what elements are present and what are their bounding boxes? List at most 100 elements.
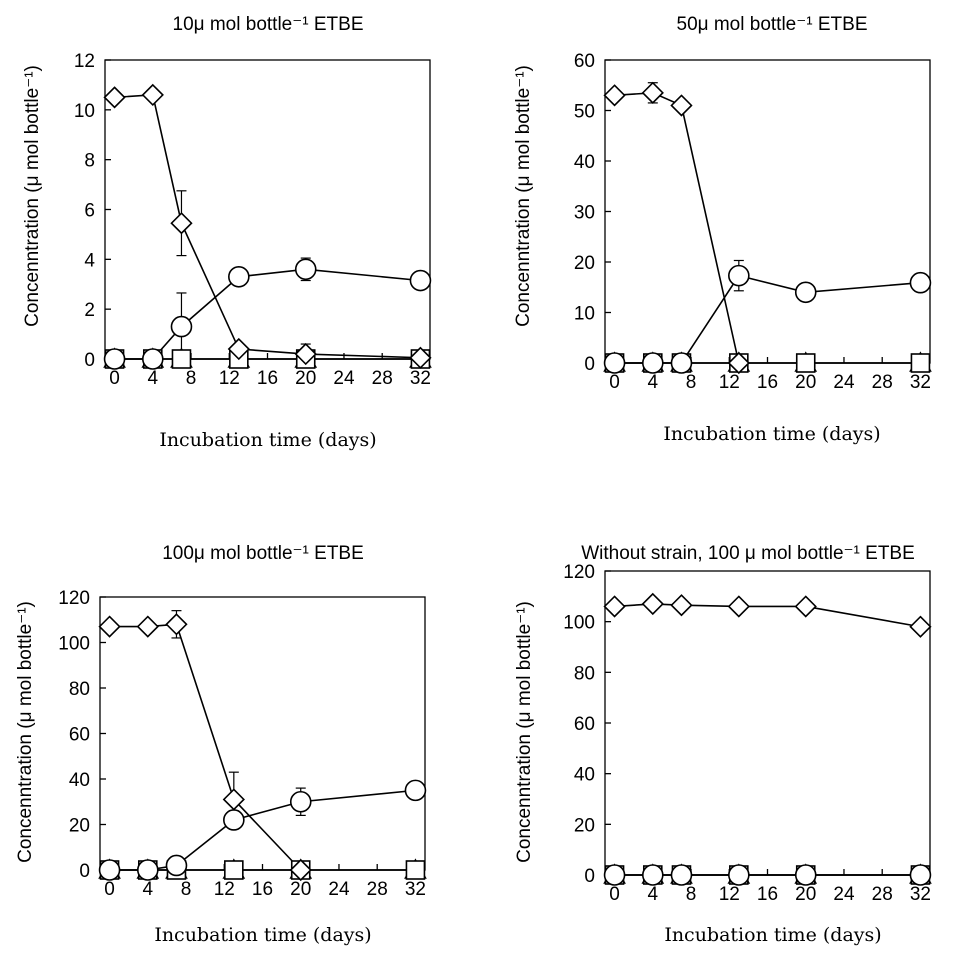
y-tick-label: 20	[69, 816, 90, 837]
circle-marker	[603, 864, 626, 886]
x-tick-label: 16	[252, 879, 273, 900]
x-tick-label: 12	[214, 879, 235, 900]
y-axis-label: Concenntration (μ mol bottle⁻¹)	[514, 601, 535, 863]
diamond-marker	[670, 594, 693, 617]
series-line-diamond	[614, 92, 740, 364]
y-axis-label: Concenntration (μ mol bottle⁻¹)	[22, 65, 43, 327]
x-tick-label: 0	[104, 879, 115, 900]
plot-area: 0 20 40 60 80 100 120 0 4 8 12 16 20 24 28 32	[58, 588, 427, 900]
chart-title: 100μ mol bottle⁻¹ ETBE	[162, 543, 364, 564]
y-tick-label: 60	[69, 725, 90, 746]
x-tick-label: 28	[367, 879, 388, 900]
y-tick-label: 0	[584, 354, 595, 375]
x-tick-label: 32	[410, 368, 431, 389]
chart-title: 10μ mol bottle⁻¹ ETBE	[173, 14, 364, 35]
x-tick-label: 28	[872, 884, 893, 905]
x-tick-label: 12	[219, 368, 240, 389]
square-marker	[910, 353, 931, 373]
chart-panel-1: 10μ mol bottle⁻¹ ETBE Concenntration (μ …	[22, 14, 432, 451]
y-tick-label: 0	[584, 866, 595, 887]
x-tick-label: 28	[872, 372, 893, 393]
x-tick-label: 24	[333, 368, 355, 389]
y-tick-label: 120	[58, 588, 90, 609]
square-marker	[405, 860, 426, 880]
diamond-marker	[909, 615, 932, 638]
plot-frame	[604, 570, 931, 876]
diamond-marker	[222, 788, 245, 811]
y-tick-label: 20	[574, 815, 595, 836]
plot-area: 0 20 40 60 80 100 120 0 4 8 12 16 20 24 28 32	[563, 562, 932, 905]
diamond-marker	[136, 615, 159, 638]
circle-marker	[670, 864, 693, 886]
y-tick-label: 80	[69, 679, 90, 700]
chart-panel-3: 100μ mol bottle⁻¹ ETBE Concenntration (μ…	[15, 543, 427, 946]
circle-marker	[165, 854, 188, 877]
x-tick-label: 4	[148, 368, 159, 389]
x-tick-label: 12	[719, 372, 740, 393]
plot-frame	[604, 59, 931, 364]
series-line-circle	[114, 268, 421, 360]
x-tick-label: 24	[833, 372, 855, 393]
y-tick-label: 4	[84, 250, 95, 271]
circle-marker	[141, 348, 164, 370]
y-tick-label: 12	[74, 51, 95, 72]
diamond-marker	[641, 81, 664, 104]
circle-marker	[909, 271, 932, 294]
x-tick-label: 28	[372, 368, 393, 389]
y-tick-label: 120	[563, 562, 595, 583]
x-tick-label: 20	[290, 879, 311, 900]
diamond-marker	[727, 351, 750, 375]
circle-marker	[103, 348, 126, 370]
x-tick-label: 0	[609, 884, 620, 905]
x-tick-label: 4	[143, 879, 154, 900]
circle-marker	[409, 269, 432, 292]
y-tick-label: 0	[79, 861, 90, 882]
circle-marker	[223, 809, 245, 831]
y-tick-label: 100	[563, 613, 595, 634]
square-marker	[171, 349, 192, 369]
x-tick-label: 8	[686, 884, 697, 905]
x-tick-label: 24	[328, 879, 350, 900]
diamond-marker	[170, 212, 193, 235]
x-tick-label: 16	[257, 368, 278, 389]
series-line-diamond	[109, 623, 302, 871]
y-tick-label: 60	[574, 51, 595, 72]
circle-marker	[794, 281, 817, 304]
x-tick-label: 24	[833, 884, 855, 905]
y-tick-label: 40	[69, 770, 90, 791]
circle-marker	[228, 265, 250, 288]
circle-marker	[728, 864, 750, 886]
x-tick-label: 4	[648, 884, 659, 905]
circle-marker	[170, 315, 193, 338]
y-tick-label: 10	[574, 304, 595, 325]
diamond-marker	[98, 615, 121, 638]
square-marker	[795, 353, 816, 373]
x-tick-label: 12	[719, 884, 740, 905]
diamond-marker	[289, 858, 312, 882]
square-marker	[224, 860, 244, 880]
y-tick-label: 40	[574, 765, 595, 786]
circle-marker	[294, 258, 317, 281]
y-tick-label: 60	[574, 714, 595, 735]
plot-area: 0 10 20 30 40 50 60 0 4 8 12 16 20 24 28 32	[574, 51, 932, 393]
circle-marker	[670, 352, 693, 374]
circle-marker	[289, 790, 312, 813]
x-tick-label: 8	[686, 372, 697, 393]
y-tick-label: 2	[84, 300, 95, 321]
x-tick-label: 16	[757, 372, 778, 393]
chart-title: Without strain, 100 μ mol bottle⁻¹ ETBE	[581, 543, 915, 564]
diamond-marker	[603, 595, 626, 618]
x-tick-label: 16	[757, 884, 778, 905]
x-axis-label: Incubation time (days)	[159, 429, 376, 451]
series-line-circle	[614, 274, 921, 364]
y-tick-label: 8	[84, 151, 95, 172]
x-tick-label: 20	[295, 368, 316, 389]
y-tick-label: 10	[74, 101, 95, 122]
diamond-marker	[165, 613, 188, 636]
y-tick-label: 50	[574, 102, 595, 123]
x-axis-label: Incubation time (days)	[664, 924, 881, 946]
chart-panel-2: 50μ mol bottle⁻¹ ETBE Concenntration (μ …	[513, 14, 932, 445]
x-tick-label: 32	[405, 879, 426, 900]
